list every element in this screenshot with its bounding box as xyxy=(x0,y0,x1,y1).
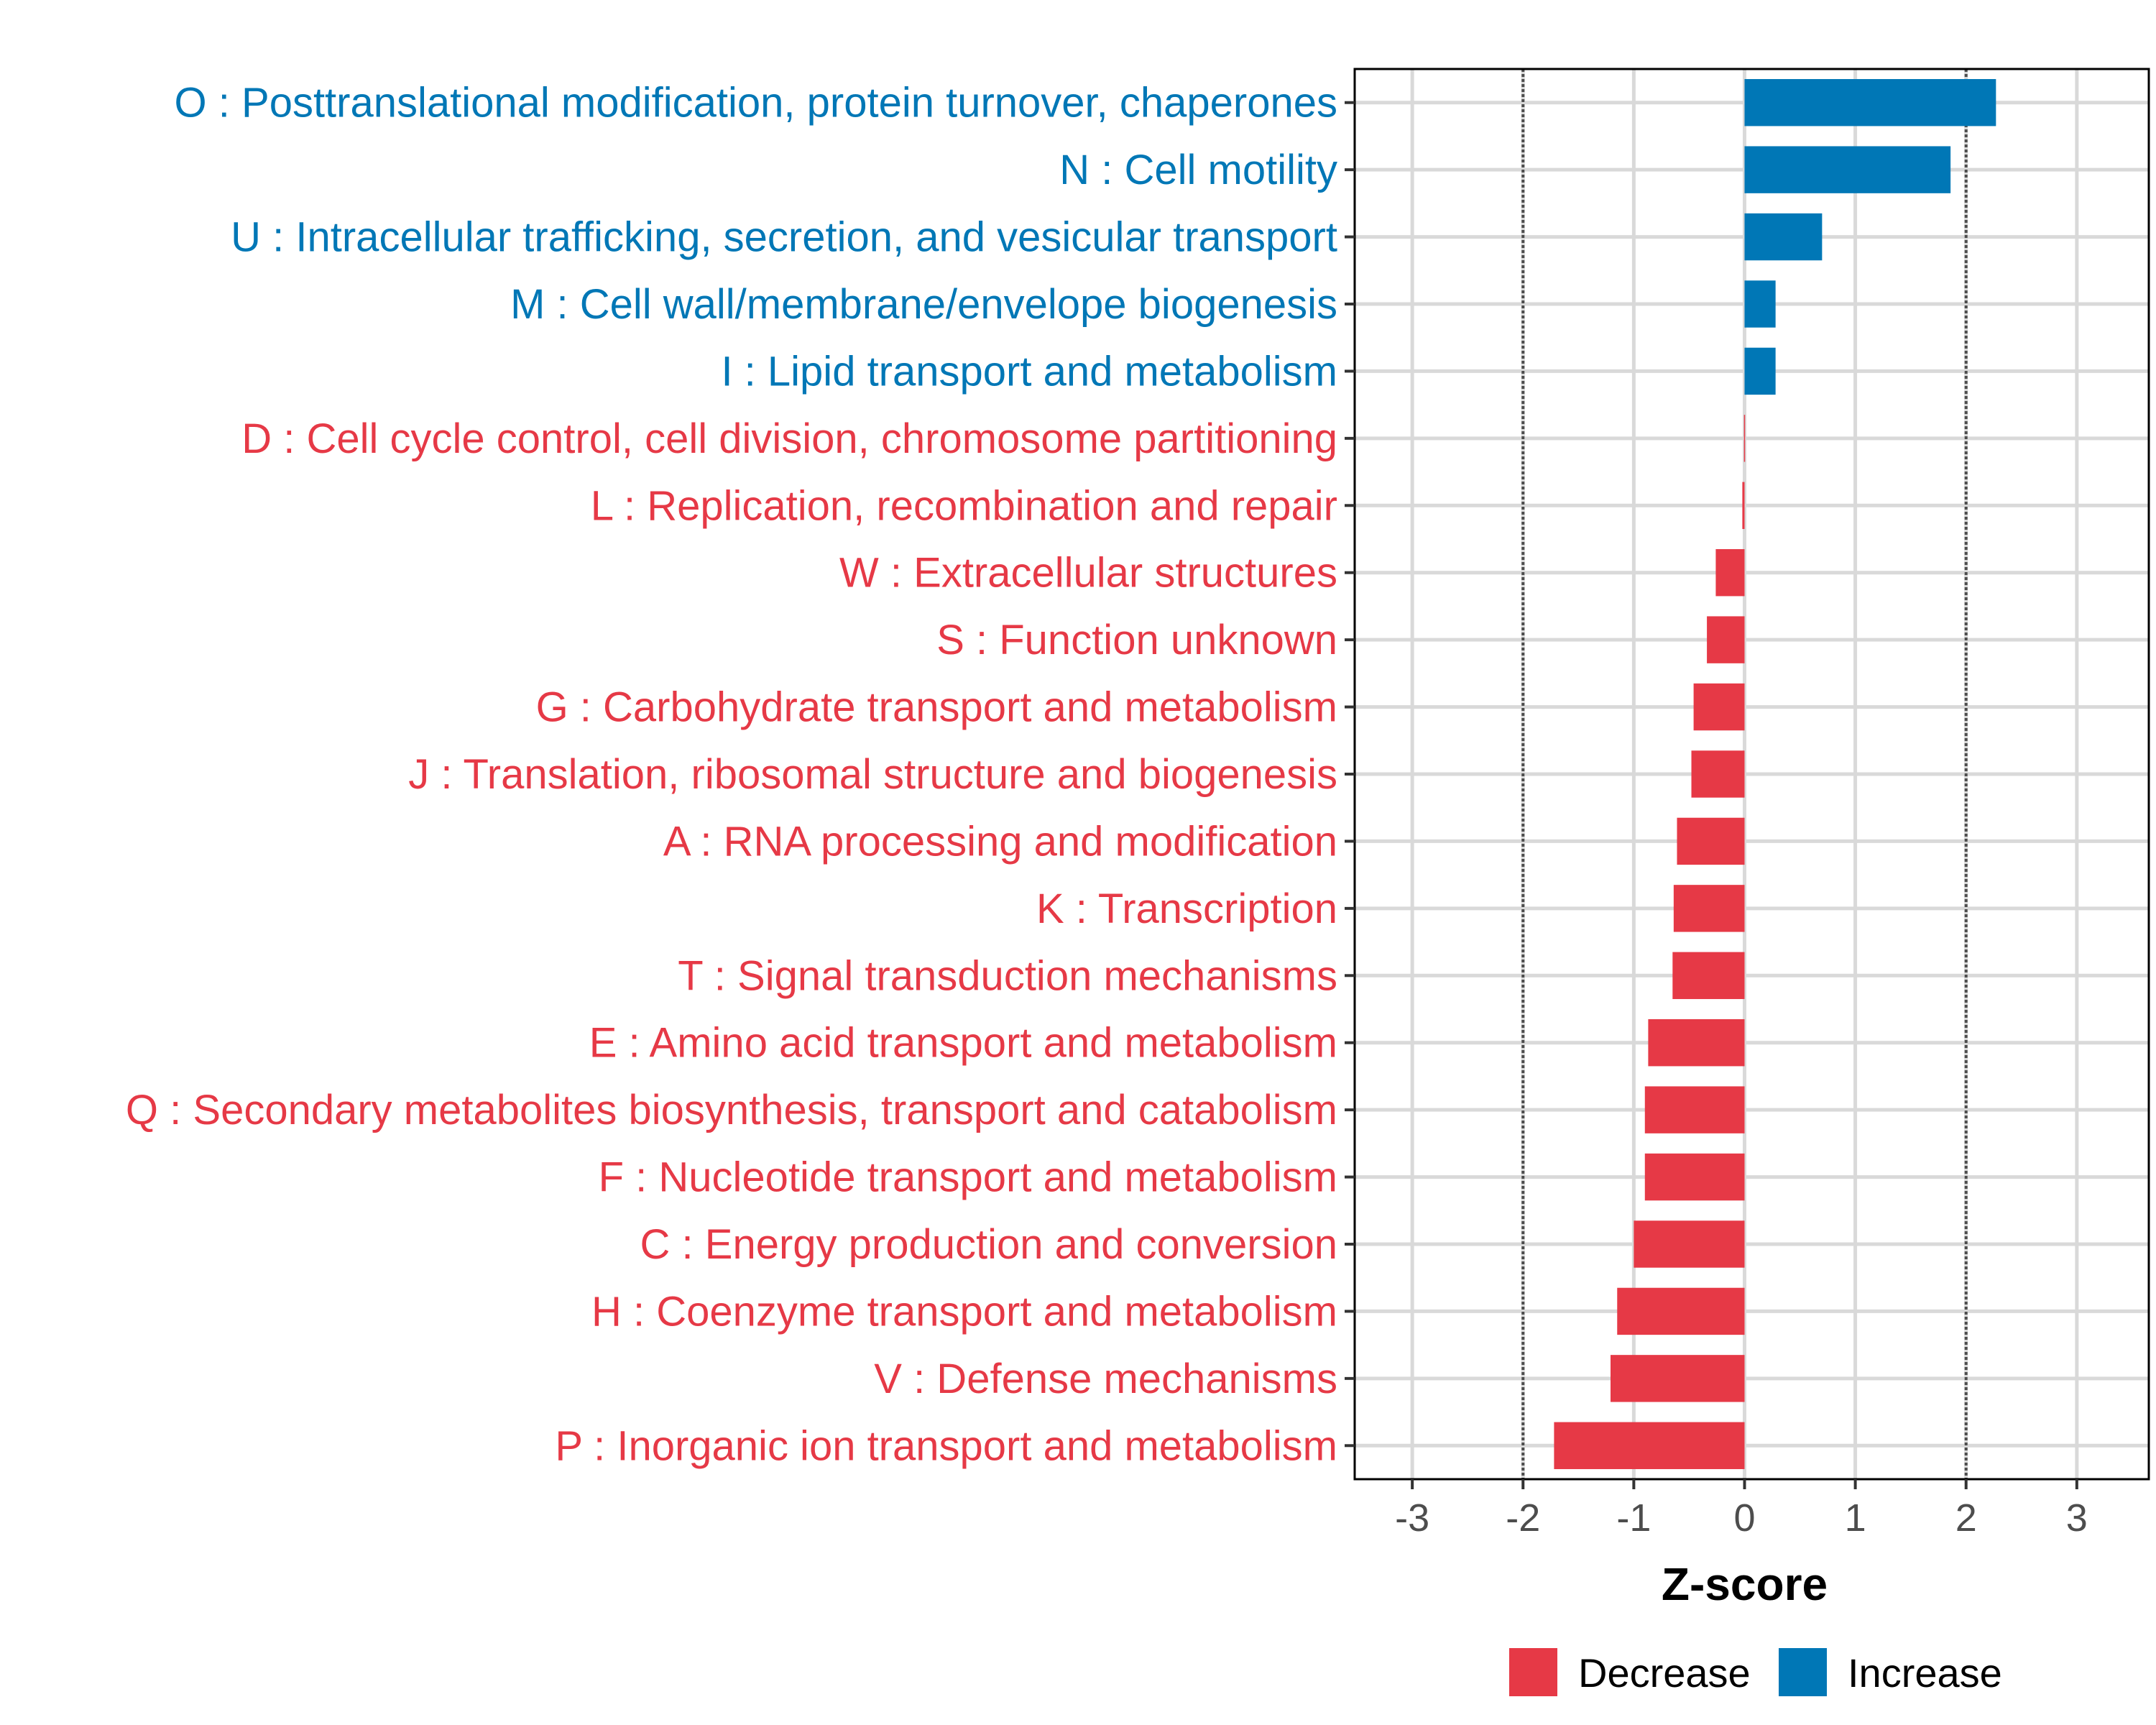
bar-j xyxy=(1691,750,1745,798)
y-tick-label: Q : Secondary metabolites biosynthesis, … xyxy=(126,1087,1337,1133)
bar-c xyxy=(1634,1220,1745,1268)
x-axis-title: Z-score xyxy=(1662,1558,1828,1610)
y-axis: O : Posttranslational modification, prot… xyxy=(126,80,1355,1469)
x-tick-label: -3 xyxy=(1395,1496,1429,1540)
bar-t xyxy=(1672,952,1745,999)
bar-w xyxy=(1715,549,1745,597)
y-tick-label: T : Signal transduction mechanisms xyxy=(678,952,1337,999)
bar-d xyxy=(1743,415,1746,462)
bar-p xyxy=(1554,1422,1745,1469)
x-tick-label: -2 xyxy=(1506,1496,1540,1540)
y-tick-label: A : RNA processing and modification xyxy=(663,818,1337,865)
bar-g xyxy=(1693,683,1745,731)
bars xyxy=(1554,79,1996,1469)
y-tick-label: P : Inorganic ion transport and metaboli… xyxy=(555,1422,1337,1469)
y-tick-label: E : Amino acid transport and metabolism xyxy=(589,1020,1337,1067)
y-tick-label: W : Extracellular structures xyxy=(839,550,1337,597)
y-tick-label: J : Translation, ribosomal structure and… xyxy=(408,751,1337,798)
y-tick-label: G : Carbohydrate transport and metabolis… xyxy=(536,684,1337,731)
y-tick-label: C : Energy production and conversion xyxy=(640,1221,1337,1268)
bar-m xyxy=(1744,280,1776,328)
legend: Decrease Increase xyxy=(1509,1648,2002,1696)
bar-q xyxy=(1644,1086,1745,1133)
legend-swatch-decrease xyxy=(1509,1648,1557,1696)
y-tick-label: U : Intracellular trafficking, secretion… xyxy=(231,214,1337,261)
y-tick-label: N : Cell motility xyxy=(1059,147,1337,193)
bar-v xyxy=(1611,1355,1745,1402)
y-tick-label: I : Lipid transport and metabolism xyxy=(721,348,1337,395)
bar-s xyxy=(1707,616,1745,663)
x-tick-label: 2 xyxy=(1955,1496,1977,1540)
legend-swatch-increase xyxy=(1779,1648,1827,1696)
x-axis: -3 -2 -1 0 1 2 3 xyxy=(1395,1479,2088,1540)
bar-u xyxy=(1744,213,1823,261)
y-tick-label: L : Replication, recombination and repai… xyxy=(591,482,1337,529)
y-tick-label: S : Function unknown xyxy=(936,617,1337,663)
bar-e xyxy=(1648,1019,1745,1067)
bar-h xyxy=(1617,1287,1745,1335)
y-tick-label: D : Cell cycle control, cell division, c… xyxy=(241,415,1337,462)
y-tick-label: F : Nucleotide transport and metabolism xyxy=(599,1154,1337,1201)
y-tick-label: O : Posttranslational modification, prot… xyxy=(175,80,1337,126)
bar-o xyxy=(1744,79,1996,126)
bar-n xyxy=(1744,146,1951,193)
x-tick-label: 0 xyxy=(1733,1496,1755,1540)
grid-lines xyxy=(1355,69,2149,1479)
legend-label-increase: Increase xyxy=(1848,1650,2002,1696)
x-tick-label: 1 xyxy=(1845,1496,1866,1540)
legend-label-decrease: Decrease xyxy=(1578,1650,1751,1696)
y-tick-label: V : Defense mechanisms xyxy=(874,1356,1337,1402)
x-tick-label: -1 xyxy=(1616,1496,1651,1540)
y-tick-label: M : Cell wall/membrane/envelope biogenes… xyxy=(510,281,1337,328)
threshold-lines xyxy=(1521,69,1968,1479)
bar-k xyxy=(1673,885,1745,932)
x-tick-label: 3 xyxy=(2066,1496,2088,1540)
bar-i xyxy=(1744,347,1776,395)
bar-a xyxy=(1677,817,1745,865)
y-tick-label: H : Coenzyme transport and metabolism xyxy=(591,1288,1337,1335)
bar-f xyxy=(1644,1153,1745,1201)
bar-l xyxy=(1742,482,1745,529)
y-tick-label: K : Transcription xyxy=(1036,886,1337,932)
